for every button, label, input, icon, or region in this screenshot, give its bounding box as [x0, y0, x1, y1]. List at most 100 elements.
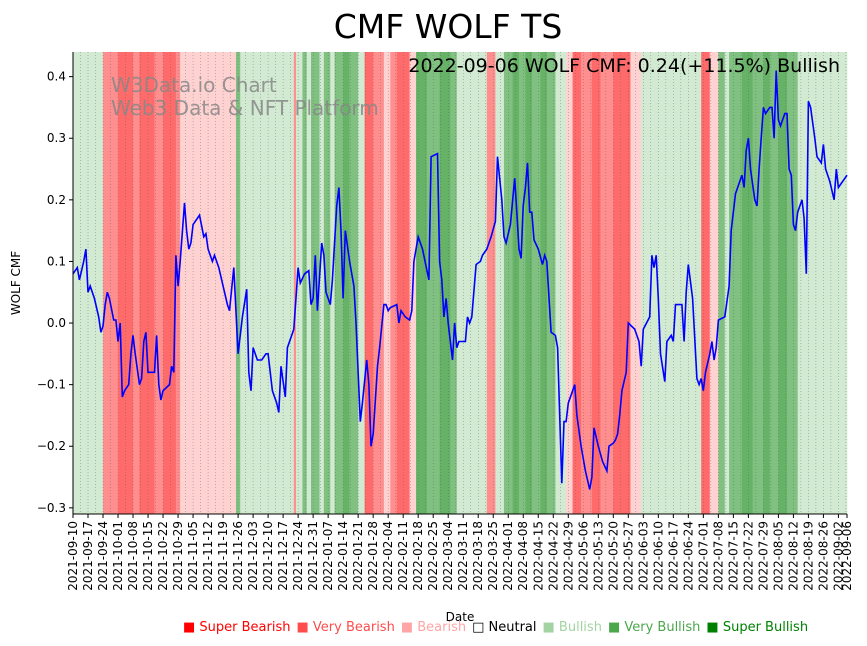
- band-very-bullish: [518, 52, 526, 514]
- x-tick-label: 2022-03-04: [441, 521, 455, 591]
- x-tick-label: 2022-02-11: [396, 521, 410, 591]
- x-tick-label: 2021-09-24: [96, 521, 110, 591]
- x-tick-label: 2022-08-26: [816, 521, 830, 591]
- band-bullish: [295, 52, 303, 514]
- y-axis-label: WOLF CMF: [9, 251, 23, 315]
- legend-item: ■ Super Bullish: [706, 620, 809, 635]
- band-very-bullish: [310, 52, 320, 514]
- legend-item: ■ Bullish: [542, 620, 602, 635]
- legend-item: ■ Bearish: [400, 620, 467, 635]
- x-tick-label: 2021-10-08: [126, 521, 140, 591]
- legend-item: ■ Very Bearish: [296, 620, 395, 635]
- x-tick-label: 2022-04-22: [546, 521, 560, 591]
- y-tick-label: −0.1: [37, 378, 66, 392]
- x-tick-label: 2022-06-10: [651, 521, 665, 591]
- x-tick-label: 2022-05-27: [621, 521, 635, 591]
- watermark-line-1: W3Data.io Chart: [111, 73, 277, 97]
- x-tick-label: 2021-12-10: [261, 521, 275, 591]
- x-tick-label: 2022-08-12: [786, 521, 800, 591]
- band-very-bearish: [486, 52, 496, 514]
- band-super-bullish: [778, 52, 788, 514]
- band-super-bearish: [572, 52, 582, 514]
- band-bullish: [495, 52, 505, 514]
- x-tick-label: 2022-09-06: [840, 521, 854, 591]
- legend-item: □ Neutral: [472, 620, 537, 635]
- x-tick-labels: 2021-09-10 2021-09-17 2021-09-24 2021-10-01…: [66, 514, 854, 591]
- y-tick-label: 0.4: [47, 70, 66, 84]
- x-tick-label: 2022-04-29: [561, 521, 575, 591]
- x-tick-label: 2022-07-08: [711, 521, 725, 591]
- y-tick-label: 0.2: [47, 193, 66, 207]
- band-very-bullish: [786, 52, 798, 514]
- x-tick-label: 2021-10-01: [111, 521, 125, 591]
- watermark-line-2: Web3 Data & NFT Platform: [111, 96, 379, 120]
- y-tick-label: 0.3: [47, 131, 66, 145]
- x-tick-label: 2021-10-15: [141, 521, 155, 591]
- band-super-bearish: [613, 52, 631, 514]
- band-very-bullish: [323, 52, 331, 514]
- band-very-bearish: [154, 52, 164, 514]
- x-tick-label: 2021-12-31: [306, 521, 320, 591]
- x-tick-label: 2022-01-21: [351, 521, 365, 591]
- band-super-bearish: [701, 52, 711, 514]
- y-tick-labels: −0.3 −0.2 −0.1 0.0 0.1 0.2 0.3 0.4: [37, 70, 73, 515]
- band-very-bullish: [752, 52, 764, 514]
- band-very-bullish: [450, 52, 458, 514]
- x-tick-label: 2021-12-03: [246, 521, 260, 591]
- band-very-bullish: [729, 52, 743, 514]
- x-tick-label: 2022-06-24: [681, 521, 695, 591]
- x-tick-label: 2022-07-29: [756, 521, 770, 591]
- band-bullish: [797, 52, 848, 514]
- x-tick-label: 2021-11-19: [216, 521, 230, 591]
- x-tick-label: 2021-10-29: [171, 521, 185, 591]
- x-tick-label: 2021-09-10: [66, 521, 80, 591]
- x-tick-label: 2022-07-22: [741, 521, 755, 591]
- annotation-text: 2022-09-06 WOLF CMF: 0.24(+11.5%) Bullis…: [408, 55, 840, 77]
- band-very-bearish: [600, 52, 614, 514]
- x-tick-label: 2022-03-18: [471, 521, 485, 591]
- band-very-bearish: [373, 52, 385, 514]
- x-tick-label: 2022-05-20: [606, 521, 620, 591]
- legend-item: ■ Very Bullish: [607, 620, 701, 635]
- band-bearish: [566, 52, 573, 514]
- x-tick-label: 2021-12-24: [291, 521, 305, 591]
- x-tick-label: 2022-02-25: [426, 521, 440, 591]
- x-tick-label: 2022-09-02: [831, 521, 845, 591]
- band-bullish: [456, 52, 488, 514]
- band-bullish: [319, 52, 325, 514]
- x-tick-label: 2022-05-06: [576, 521, 590, 591]
- band-super-bearish: [591, 52, 601, 514]
- cmf-series-line: [72, 70, 848, 490]
- legend-item: ■ Super Bearish: [183, 620, 291, 635]
- x-tick-label: 2022-04-15: [531, 521, 545, 591]
- y-tick-label: −0.2: [37, 439, 66, 453]
- band-super-bullish: [540, 52, 548, 514]
- x-tick-label: 2021-11-12: [201, 521, 215, 591]
- band-bullish: [240, 52, 295, 514]
- x-tick-label: 2022-03-11: [456, 521, 470, 591]
- band-very-bearish: [133, 52, 140, 514]
- x-tick-label: 2022-07-01: [696, 521, 710, 591]
- band-super-bullish: [525, 52, 533, 514]
- x-tick-label: 2021-11-26: [231, 521, 245, 591]
- band-very-bullish: [769, 52, 779, 514]
- x-tick-label: 2022-01-14: [336, 521, 350, 591]
- band-super-bullish: [439, 52, 451, 514]
- watermark: W3Data.io Chart Web3 Data & NFT Platform: [111, 73, 379, 120]
- x-tick-label: 2022-02-18: [411, 521, 425, 591]
- x-tick-label: 2022-08-19: [801, 521, 815, 591]
- x-tick-label: 2021-11-05: [186, 521, 200, 591]
- band-super-bullish: [343, 52, 350, 514]
- band-very-bullish: [718, 52, 726, 514]
- band-very-bearish: [581, 52, 593, 514]
- band-very-bullish: [334, 52, 344, 514]
- band-super-bearish: [139, 52, 155, 514]
- x-tick-label: 2022-06-17: [666, 521, 680, 591]
- x-tick-label: 2022-03-25: [486, 521, 500, 591]
- y-tick-label: 0.0: [47, 316, 66, 330]
- x-tick-label: 2022-01-07: [321, 521, 335, 591]
- band-very-bearish: [390, 52, 398, 514]
- x-tick-label: 2022-06-03: [636, 521, 650, 591]
- x-tick-label: 2022-04-01: [501, 521, 515, 591]
- x-tick-label: 2022-05-13: [591, 521, 605, 591]
